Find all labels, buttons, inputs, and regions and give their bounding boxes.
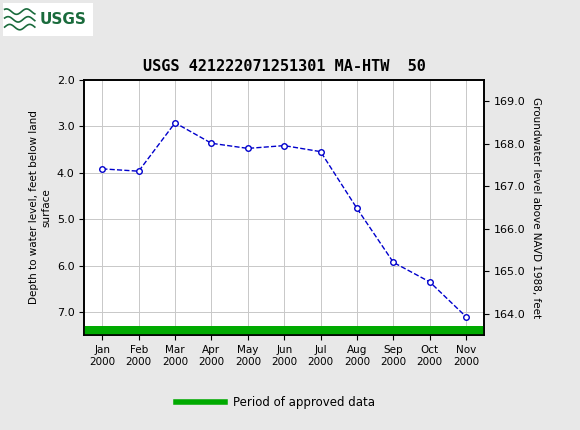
Title: USGS 421222071251301 MA-HTW  50: USGS 421222071251301 MA-HTW 50 <box>143 59 426 74</box>
Text: USGS: USGS <box>39 12 86 27</box>
Y-axis label: Groundwater level above NAVD 1988, feet: Groundwater level above NAVD 1988, feet <box>531 97 541 318</box>
Bar <box>84 326 484 335</box>
Text: Period of approved data: Period of approved data <box>233 396 375 408</box>
Y-axis label: Depth to water level, feet below land
surface: Depth to water level, feet below land su… <box>30 111 51 304</box>
